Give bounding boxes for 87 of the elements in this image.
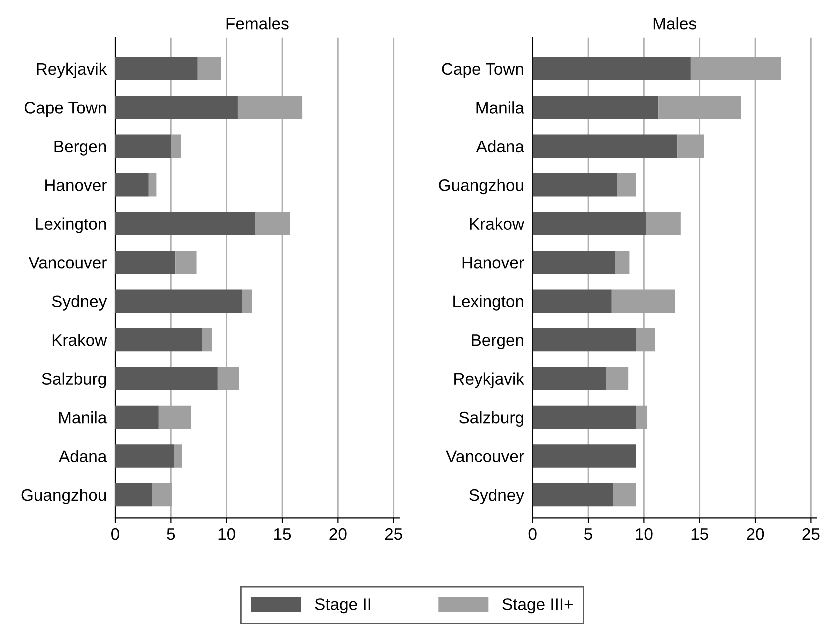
bar (532, 173, 618, 197)
chart-title: Females (226, 18, 289, 30)
bar (646, 212, 681, 236)
bar (532, 96, 659, 120)
bar (242, 290, 252, 313)
y-tick-label: Adana (59, 450, 108, 462)
y-tick-label: Cape Town (442, 63, 524, 78)
bar (116, 250, 176, 274)
bar (532, 406, 636, 430)
bar (148, 173, 157, 197)
bar (116, 96, 238, 120)
bar (532, 290, 612, 313)
y-tick-label: Lexington (454, 295, 524, 311)
x-tick-label: 25 (385, 528, 402, 540)
bar (612, 290, 676, 313)
bar (116, 57, 198, 81)
y-tick-label: Cape Town (24, 102, 106, 118)
bar (256, 212, 290, 236)
y-tick-label: Sydney (52, 295, 108, 311)
bar (532, 57, 691, 81)
y-tick-label: Guangzhou (22, 488, 106, 504)
legend-label: Stage II (315, 598, 370, 614)
bar (613, 483, 636, 507)
x-tick-label: 10 (636, 528, 653, 540)
x-tick-label: 15 (692, 528, 708, 540)
y-tick-label: Hanover (46, 180, 107, 192)
bar (116, 444, 175, 468)
bar (116, 367, 218, 390)
y-tick-label: Adana (476, 140, 525, 153)
bar (116, 173, 149, 197)
bar (532, 367, 606, 390)
bar (116, 406, 159, 430)
y-tick-label: Krakow (52, 334, 108, 346)
bar (532, 483, 614, 507)
bar (615, 250, 630, 274)
y-tick-label: Guangzhou (439, 179, 524, 195)
x-tick-label: 0 (112, 528, 120, 540)
y-tick-label: Salzburg (42, 372, 106, 388)
bar (532, 250, 616, 274)
bar (176, 250, 197, 274)
bar (171, 134, 182, 158)
bar (636, 406, 648, 430)
chart-title: Males (654, 18, 696, 30)
bar (116, 212, 256, 236)
x-tick-label: 25 (802, 528, 820, 540)
y-tick-label: Krakow (470, 218, 525, 230)
y-tick-label: Lexington (36, 218, 106, 234)
y-tick-label: Vancouver (446, 450, 524, 462)
bar (606, 367, 629, 390)
y-tick-label: Manila (59, 411, 108, 424)
bar (532, 134, 678, 158)
bar (636, 328, 656, 352)
bar (152, 483, 172, 507)
bar (158, 406, 192, 430)
x-tick-label: 5 (167, 528, 176, 540)
bar (532, 212, 646, 236)
x-tick-label: 20 (747, 528, 764, 540)
x-tick-label: 10 (218, 528, 236, 540)
bar (678, 134, 704, 158)
bar (690, 57, 782, 81)
y-tick-label: Bergen (54, 140, 106, 156)
x-tick-label: 15 (274, 528, 292, 540)
y-tick-label: Sydney (470, 488, 524, 504)
bar (658, 96, 742, 120)
x-tick-label: 20 (330, 528, 347, 540)
y-tick-label: Reykjavik (37, 62, 108, 78)
bar (532, 328, 636, 352)
bar (116, 134, 172, 158)
y-tick-label: Reykjavik (454, 372, 525, 388)
bar (532, 444, 636, 468)
bar (202, 328, 212, 352)
bar (238, 96, 303, 120)
y-tick-label: Manila (476, 102, 525, 114)
y-tick-label: Salzburg (459, 411, 524, 428)
y-tick-label: Hanover (462, 257, 524, 269)
bar (617, 173, 636, 197)
y-tick-label: Bergen (472, 334, 524, 350)
bar (198, 57, 222, 81)
y-tick-label: Vancouver (28, 257, 107, 269)
bar (174, 444, 182, 468)
bar (116, 290, 242, 313)
bar (116, 483, 152, 507)
bar (218, 367, 240, 390)
x-tick-label: 5 (584, 528, 592, 540)
x-tick-label: 0 (528, 528, 537, 540)
bar (116, 328, 202, 352)
legend-label: Stage III+ (502, 598, 573, 614)
